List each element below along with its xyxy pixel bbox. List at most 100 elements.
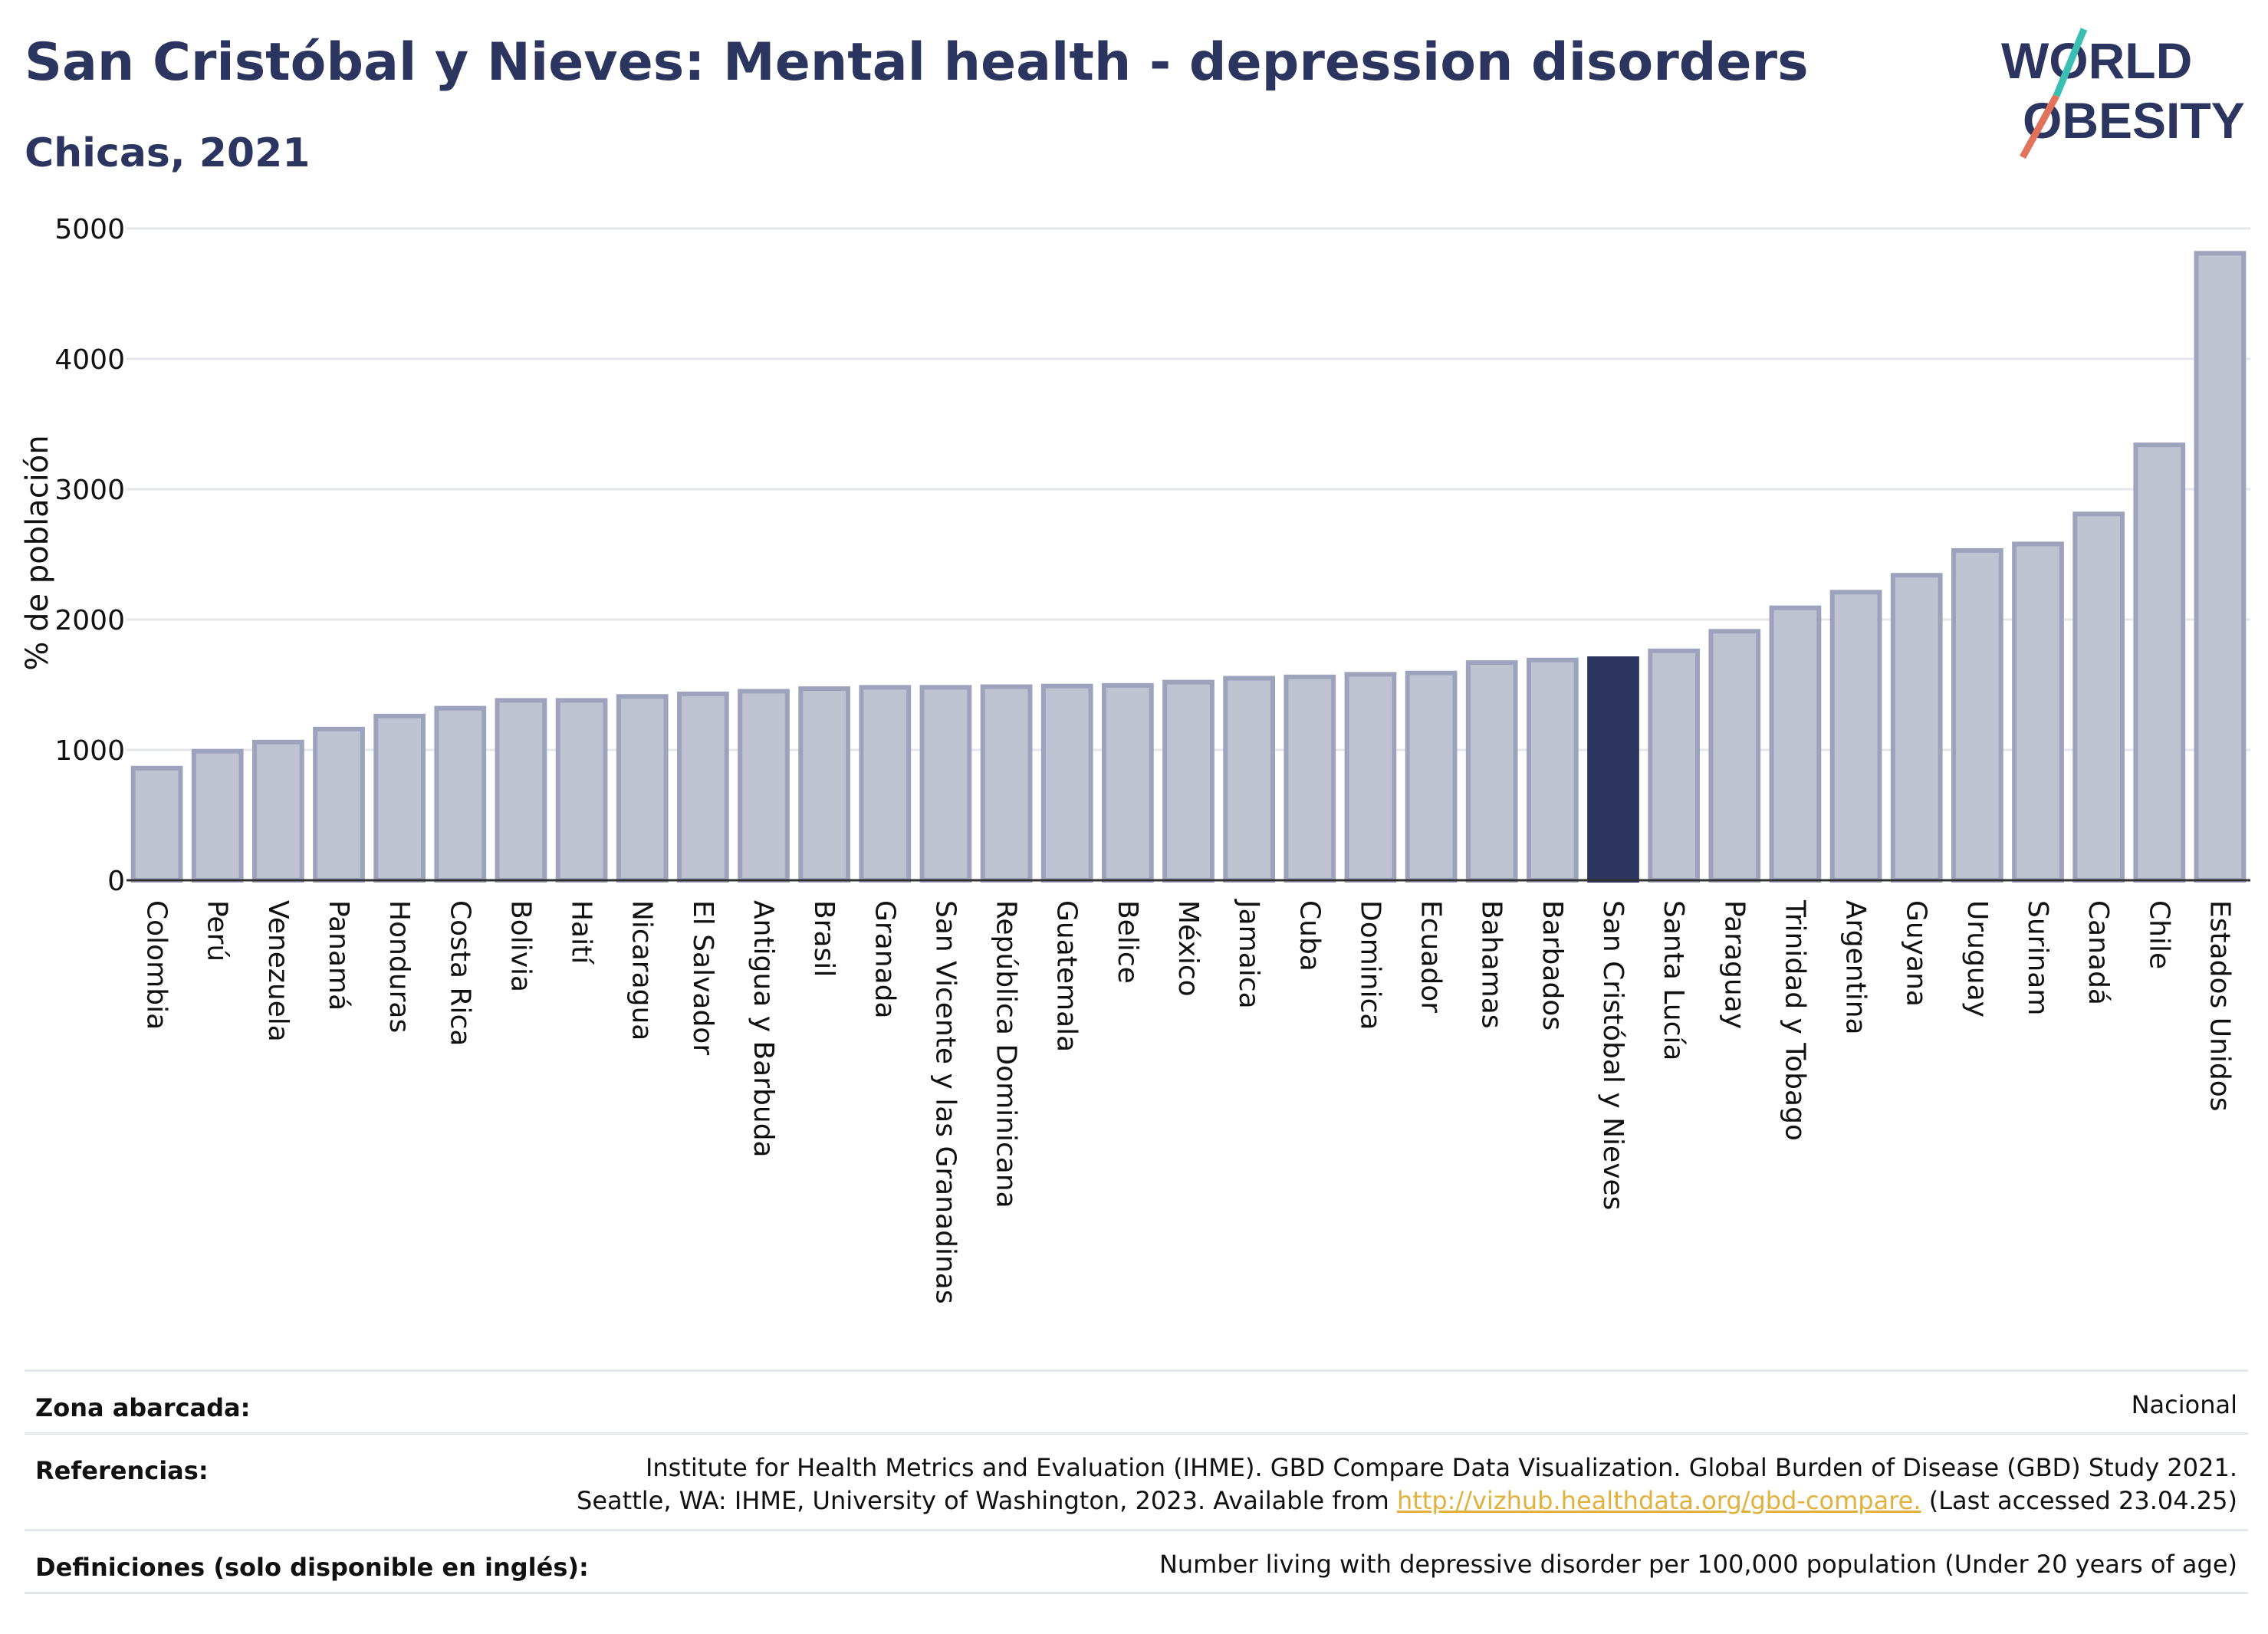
x-tick-label: Perú <box>202 900 233 962</box>
zona-value: Nacional <box>2131 1390 2237 1419</box>
x-tick-label: Guatemala <box>1051 900 1083 1052</box>
x-tick-label: San Vicente y las Granadinas <box>929 900 961 1304</box>
bar-costa-rica <box>434 705 487 883</box>
bar-santa-lucía <box>1648 648 1701 883</box>
bar-jamaica <box>1223 676 1276 883</box>
x-tick-label: Cuba <box>1293 900 1325 972</box>
bar-chart: 0 1000 2000 3000 4000 5000 Colombia Perú Venezu… <box>20 214 2250 1304</box>
bar-barbados <box>1526 657 1579 883</box>
x-tick-label: México <box>1172 900 1204 997</box>
x-tick-label: Colombia <box>141 900 173 1030</box>
x-tick-label: Haití <box>566 900 597 965</box>
bar-canadá <box>2072 511 2125 883</box>
bar-venezuela <box>251 739 304 883</box>
x-tick-label: Bahamas <box>1476 900 1507 1029</box>
bar-méxico <box>1162 679 1215 883</box>
bar-colombia <box>130 765 183 883</box>
world-obesity-logo: WORLD OBESITY <box>2001 28 2245 159</box>
bar-uruguay <box>1951 547 2003 883</box>
bar-haití <box>555 698 608 883</box>
bars <box>130 251 2247 883</box>
x-tick-label: El Salvador <box>687 900 718 1055</box>
source-link[interactable]: http://vizhub.healthdata.org/gbd-compare… <box>1396 1486 1921 1515</box>
bar-chile <box>2133 442 2186 883</box>
bar-república-dominicana <box>980 684 1033 883</box>
bar-bahamas <box>1465 660 1518 883</box>
logo-line1: WORLD <box>2001 32 2192 89</box>
x-tick-label: Chile <box>2143 900 2174 969</box>
footer-row-definiciones: Definiciones (solo disponible en inglés)… <box>25 1529 2248 1593</box>
y-tick-label: 3000 <box>54 475 125 506</box>
x-tick-label: Barbados <box>1537 900 1568 1031</box>
x-tick-label: Honduras <box>383 900 415 1033</box>
logo-line2: OBESITY <box>2023 92 2245 149</box>
x-tick-label: Paraguay <box>1718 900 1750 1029</box>
y-tick-label: 0 <box>107 866 125 897</box>
x-tick-label: Panamá <box>323 900 354 1011</box>
x-tick-labels: Colombia Perú Venezuela Panamá Honduras Costa… <box>141 899 2236 1304</box>
bar-cuba <box>1284 674 1336 883</box>
footer-bottom-border <box>25 1592 2248 1594</box>
x-tick-label: Nicaragua <box>626 900 658 1041</box>
bar-bolivia <box>495 698 547 883</box>
bar-guyana <box>1890 573 1943 883</box>
x-tick-label: Dominica <box>1354 900 1385 1031</box>
x-tick-label: Belice <box>1112 900 1143 984</box>
bar-paraguay <box>1708 629 1761 883</box>
bar-honduras <box>373 713 426 883</box>
bar-granada <box>859 685 912 883</box>
bar-el-salvador <box>676 691 729 883</box>
y-tick-label: 1000 <box>54 735 125 767</box>
zona-label: Zona abarcada: <box>35 1393 251 1422</box>
bar-dominica <box>1344 672 1397 883</box>
bar-brasil <box>798 686 851 883</box>
referencias-label: Referencias: <box>35 1456 209 1485</box>
x-tick-label: Costa Rica <box>444 900 475 1046</box>
referencias-line2: Seattle, WA: IHME, University of Washing… <box>577 1486 2237 1515</box>
bar-guatemala <box>1040 683 1093 883</box>
logo-slash-upper <box>2053 28 2088 97</box>
bar-estados-unidos <box>2194 251 2247 883</box>
x-tick-label: Granada <box>869 900 900 1019</box>
bar-belice <box>1101 682 1154 883</box>
x-tick-label: Jamaica <box>1233 899 1264 1009</box>
bar-san-cristóbal-y-nieves <box>1587 656 1639 883</box>
definiciones-value: Number living with depressive disorder p… <box>1159 1550 2237 1579</box>
page-subtitle: Chicas, 2021 <box>25 130 311 176</box>
x-tick-label: Venezuela <box>262 900 294 1042</box>
x-tick-label: Surinam <box>2022 900 2053 1015</box>
x-tick-label: Antigua y Barbuda <box>748 900 779 1158</box>
referencias-value: Institute for Health Metrics and Evaluat… <box>577 1452 2237 1517</box>
y-tick-labels: 0 1000 2000 3000 4000 5000 <box>54 214 125 897</box>
x-tick-label: Uruguay <box>1961 900 1993 1018</box>
referencias-line1: Institute for Health Metrics and Evaluat… <box>645 1453 2237 1482</box>
y-tick-label: 4000 <box>54 344 125 376</box>
x-tick-label: San Cristóbal y Nieves <box>1597 900 1629 1210</box>
x-tick-label: Guyana <box>1901 900 1932 1007</box>
definiciones-label: Definiciones (solo disponible en inglés)… <box>35 1553 589 1582</box>
bar-antigua-y-barbuda <box>738 689 790 883</box>
bar-ecuador <box>1405 670 1458 883</box>
x-tick-label: Brasil <box>808 900 840 977</box>
x-tick-label: Argentina <box>1840 900 1872 1035</box>
bar-panamá <box>313 726 365 883</box>
bar-nicaragua <box>616 694 669 883</box>
page-title: San Cristóbal y Nieves: Mental health - … <box>25 32 1809 93</box>
x-tick-label: República Dominicana <box>991 900 1022 1208</box>
x-tick-label: Canadá <box>2082 900 2114 1005</box>
y-tick-label: 5000 <box>54 214 125 245</box>
x-tick-label: Santa Lucía <box>1658 900 1689 1060</box>
y-tick-label: 2000 <box>54 605 125 636</box>
bar-surinam <box>2012 541 2064 883</box>
bar-argentina <box>1829 590 1882 883</box>
y-axis-label: % de población <box>20 435 55 670</box>
bar-san-vicente-y-las-granadinas <box>919 685 972 883</box>
bar-trinidad-y-tobago <box>1769 605 1822 883</box>
footer-row-referencias: Referencias: Institute for Health Metric… <box>25 1432 2248 1530</box>
x-tick-label: Estados Unidos <box>2204 900 2235 1112</box>
bar-perú <box>191 748 244 883</box>
logo-slash-lower <box>2020 94 2059 159</box>
x-tick-label: Trinidad y Tobago <box>1779 899 1810 1141</box>
x-tick-label: Bolivia <box>505 900 536 992</box>
footer-row-zona: Zona abarcada: Nacional <box>25 1369 2248 1433</box>
